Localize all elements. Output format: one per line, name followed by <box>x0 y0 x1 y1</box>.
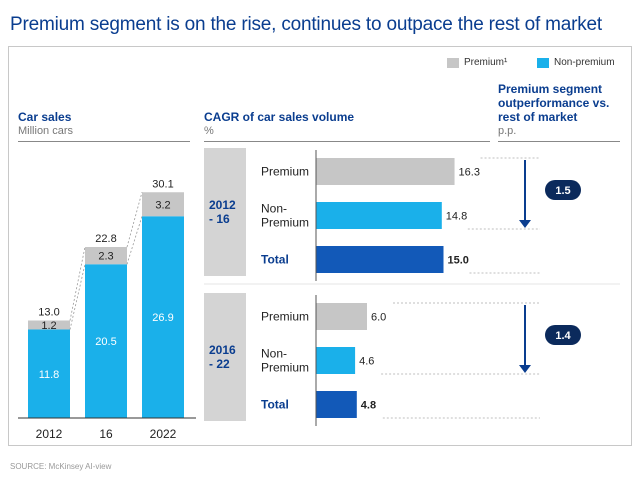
premium-bar <box>85 247 127 265</box>
cagr-unit: % <box>204 125 214 137</box>
row-label: Total <box>261 398 289 412</box>
row-label: Premium <box>261 165 309 179</box>
period-label: - 16 <box>209 212 230 226</box>
legend-non-premium: Non-premium <box>537 57 615 68</box>
outperformance-header-line-3: rest of market <box>498 110 578 124</box>
period-label: 2012 <box>209 198 236 212</box>
premium-value-label: 2.3 <box>98 251 113 263</box>
connector-line <box>126 192 143 248</box>
row-label: Non- <box>261 347 287 361</box>
content-frame <box>8 46 632 446</box>
outperformance-header: Premium segment outperformance vs. rest … <box>498 82 609 124</box>
non_premium-cagr-bar <box>316 347 356 374</box>
source-note: SOURCE: McKinsey AI-view <box>10 462 112 471</box>
premium-value-label: 3.2 <box>155 199 170 211</box>
non-premium-bar <box>85 264 127 418</box>
row-label: Total <box>261 253 289 267</box>
non-premium-bar <box>142 216 184 418</box>
outperformance-header-line-2: outperformance vs. <box>498 96 610 110</box>
row-label: Premium <box>261 310 309 324</box>
slide-title: Premium segment is on the rise, continue… <box>10 14 602 35</box>
non-premium-bar <box>28 329 70 418</box>
cagr-value-label: 14.8 <box>446 211 467 223</box>
non-premium-value-label: 26.9 <box>152 312 173 324</box>
legend-premium-label: Premium¹ <box>464 57 508 68</box>
connector-line <box>126 216 143 265</box>
cagr-value-label: 16.3 <box>459 167 480 179</box>
legend-premium-swatch <box>447 57 459 68</box>
connector-line <box>69 264 86 330</box>
period-band <box>204 293 246 421</box>
row-label: Premium <box>261 216 309 230</box>
row-label: Premium <box>261 361 309 375</box>
cagr-value-label: 4.6 <box>359 356 374 368</box>
cagr-value-label: 4.8 <box>361 400 376 412</box>
legend-non-premium-swatch <box>537 57 549 68</box>
car-sales-unit: Million cars <box>18 125 74 137</box>
non-premium-value-label: 11.8 <box>39 369 60 381</box>
period-label: - 22 <box>209 357 230 371</box>
period-label: 2016 <box>209 343 236 357</box>
premium-cagr-bar <box>316 158 455 185</box>
outperformance-badge <box>545 180 581 200</box>
non-premium-value-label: 20.5 <box>95 336 116 348</box>
x-tick-label: 2012 <box>36 427 63 441</box>
legend-premium: Premium¹ <box>447 57 507 68</box>
outperformance-header-line-1: Premium segment <box>498 82 603 96</box>
outperformance-value: 1.4 <box>555 330 571 342</box>
cagr-header-rule <box>204 141 490 142</box>
total-value-label: 22.8 <box>95 233 116 245</box>
x-tick-label: 2022 <box>150 427 177 441</box>
premium-value-label: 1.2 <box>41 320 56 332</box>
connector-line <box>69 246 86 321</box>
cagr-value-label: 15.0 <box>448 255 469 267</box>
premium-bar <box>28 320 70 330</box>
premium-cagr-bar <box>316 303 367 330</box>
cagr-header: CAGR of car sales volume <box>204 110 355 124</box>
outperformance-value: 1.5 <box>555 185 570 197</box>
x-tick-label: 16 <box>99 427 113 441</box>
car-sales-header: Car sales <box>18 110 72 124</box>
total-cagr-bar <box>316 391 357 418</box>
period-band <box>204 148 246 276</box>
non_premium-cagr-bar <box>316 202 442 229</box>
outperformance-arrowhead <box>519 365 531 373</box>
premium-bar <box>142 192 184 217</box>
row-label: Non- <box>261 202 287 216</box>
legend-non-premium-label: Non-premium <box>554 57 615 68</box>
outperformance-badge <box>545 325 581 345</box>
total-value-label: 30.1 <box>152 178 173 190</box>
cagr-value-label: 6.0 <box>371 312 386 324</box>
total-cagr-bar <box>316 246 444 273</box>
outperformance-unit: p.p. <box>498 125 517 137</box>
car-sales-header-rule <box>18 141 190 142</box>
outperformance-arrowhead <box>519 220 531 228</box>
total-value-label: 13.0 <box>38 307 59 319</box>
outperformance-header-rule <box>498 141 620 142</box>
